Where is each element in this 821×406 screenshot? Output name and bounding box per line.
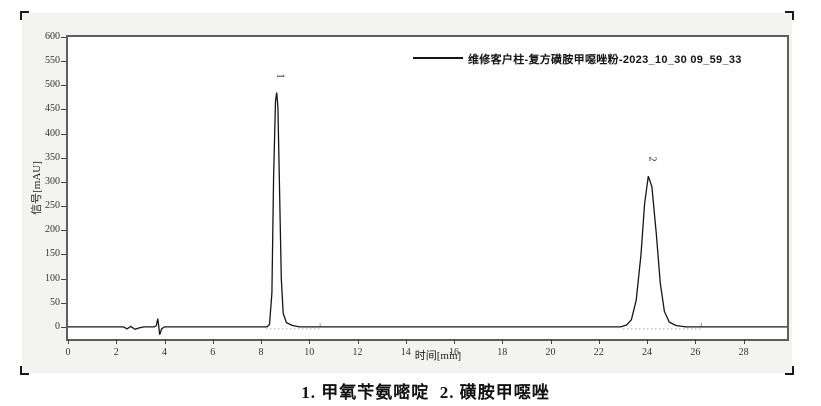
legend-series-label: 维修客户柱-复方磺胺甲噁唑粉-2023_10_30 09_59_33 bbox=[468, 54, 742, 66]
y-tick-label: 300 bbox=[45, 175, 60, 187]
y-tick-mark bbox=[61, 278, 66, 280]
y-tick-label: 0 bbox=[55, 320, 60, 332]
x-tick-label: 10 bbox=[304, 347, 315, 358]
x-tick-label: 26 bbox=[690, 347, 701, 358]
x-tick-mark bbox=[405, 339, 407, 344]
x-tick-label: 28 bbox=[738, 347, 749, 358]
x-tick-mark bbox=[357, 339, 359, 344]
legend-trailing-dot: . bbox=[737, 51, 741, 63]
peak-label: 1 bbox=[274, 73, 286, 79]
x-tick-mark bbox=[647, 339, 649, 344]
x-tick-label: 18 bbox=[497, 347, 508, 358]
x-axis-title: 时间[min] bbox=[414, 350, 462, 362]
x-tick-mark bbox=[68, 339, 69, 344]
y-tick-label: 150 bbox=[45, 248, 60, 260]
chromatogram-trace bbox=[68, 92, 787, 335]
x-tick-mark bbox=[502, 339, 504, 344]
y-tick-mark bbox=[61, 206, 66, 208]
y-tick-label: 250 bbox=[45, 200, 60, 212]
x-tick-label: 12 bbox=[352, 347, 363, 358]
x-tick-mark bbox=[309, 339, 311, 344]
x-tick-label: 16 bbox=[449, 347, 460, 358]
x-tick-label: 4 bbox=[162, 347, 167, 358]
x-tick-label: 24 bbox=[642, 347, 653, 358]
x-tick-mark bbox=[695, 339, 697, 344]
x-tick-mark bbox=[261, 339, 263, 344]
x-tick-label: 0 bbox=[65, 347, 71, 358]
y-tick-mark bbox=[61, 37, 66, 38]
selection-handle-bottom-left[interactable] bbox=[20, 366, 29, 375]
x-tick-mark bbox=[164, 339, 166, 344]
y-tick-label: 550 bbox=[45, 55, 60, 67]
y-tick-label: 200 bbox=[45, 224, 60, 236]
y-tick-mark bbox=[61, 254, 66, 256]
y-tick-label: 50 bbox=[50, 296, 60, 308]
y-tick-label: 100 bbox=[45, 272, 60, 284]
plot-area: 维修客户柱-复方磺胺甲噁唑粉-2023_10_30 09_59_33 . 1 2 bbox=[66, 35, 789, 341]
x-tick-mark bbox=[598, 339, 600, 344]
x-tick-label: 14 bbox=[400, 347, 411, 358]
chromatogram-chart-object[interactable]: 信号[mAU] 时间[min] 维修客户柱-复方磺胺甲噁唑粉-2023_10_3… bbox=[20, 11, 794, 375]
x-tick-label: 2 bbox=[113, 347, 119, 358]
y-tick-mark bbox=[61, 109, 66, 111]
y-tick-mark bbox=[61, 133, 66, 135]
y-tick-label: 350 bbox=[45, 151, 60, 163]
y-tick-mark bbox=[61, 230, 66, 232]
selection-handle-bottom-right[interactable] bbox=[785, 366, 794, 375]
series-trace bbox=[68, 92, 787, 335]
x-tick-label: 6 bbox=[210, 347, 216, 358]
y-tick-mark bbox=[61, 157, 66, 159]
peak-label: 2 bbox=[646, 156, 658, 162]
selection-handle-top-left[interactable] bbox=[20, 11, 29, 20]
x-tick-mark bbox=[212, 339, 214, 344]
y-tick-mark bbox=[61, 61, 66, 63]
y-tick-label: 400 bbox=[45, 127, 60, 139]
x-tick-mark bbox=[454, 339, 456, 344]
x-tick-label: 22 bbox=[593, 347, 604, 358]
x-tick-label: 8 bbox=[258, 347, 264, 358]
legend-line-sample bbox=[413, 57, 463, 59]
y-tick-label: 450 bbox=[45, 103, 60, 115]
figure-caption: 1. 甲氧苄氨嘧啶 2. 磺胺甲噁唑 bbox=[301, 383, 550, 402]
x-tick-label: 20 bbox=[545, 347, 556, 358]
y-tick-mark bbox=[61, 302, 66, 304]
x-tick-mark bbox=[116, 339, 118, 344]
selection-handle-top-right[interactable] bbox=[785, 11, 794, 20]
x-tick-mark bbox=[550, 339, 552, 344]
y-tick-label: 600 bbox=[45, 31, 60, 42]
x-tick-mark bbox=[743, 339, 745, 344]
y-tick-mark bbox=[61, 326, 66, 328]
y-tick-mark bbox=[61, 85, 66, 87]
y-tick-mark bbox=[61, 181, 66, 183]
y-tick-label: 500 bbox=[45, 79, 60, 91]
